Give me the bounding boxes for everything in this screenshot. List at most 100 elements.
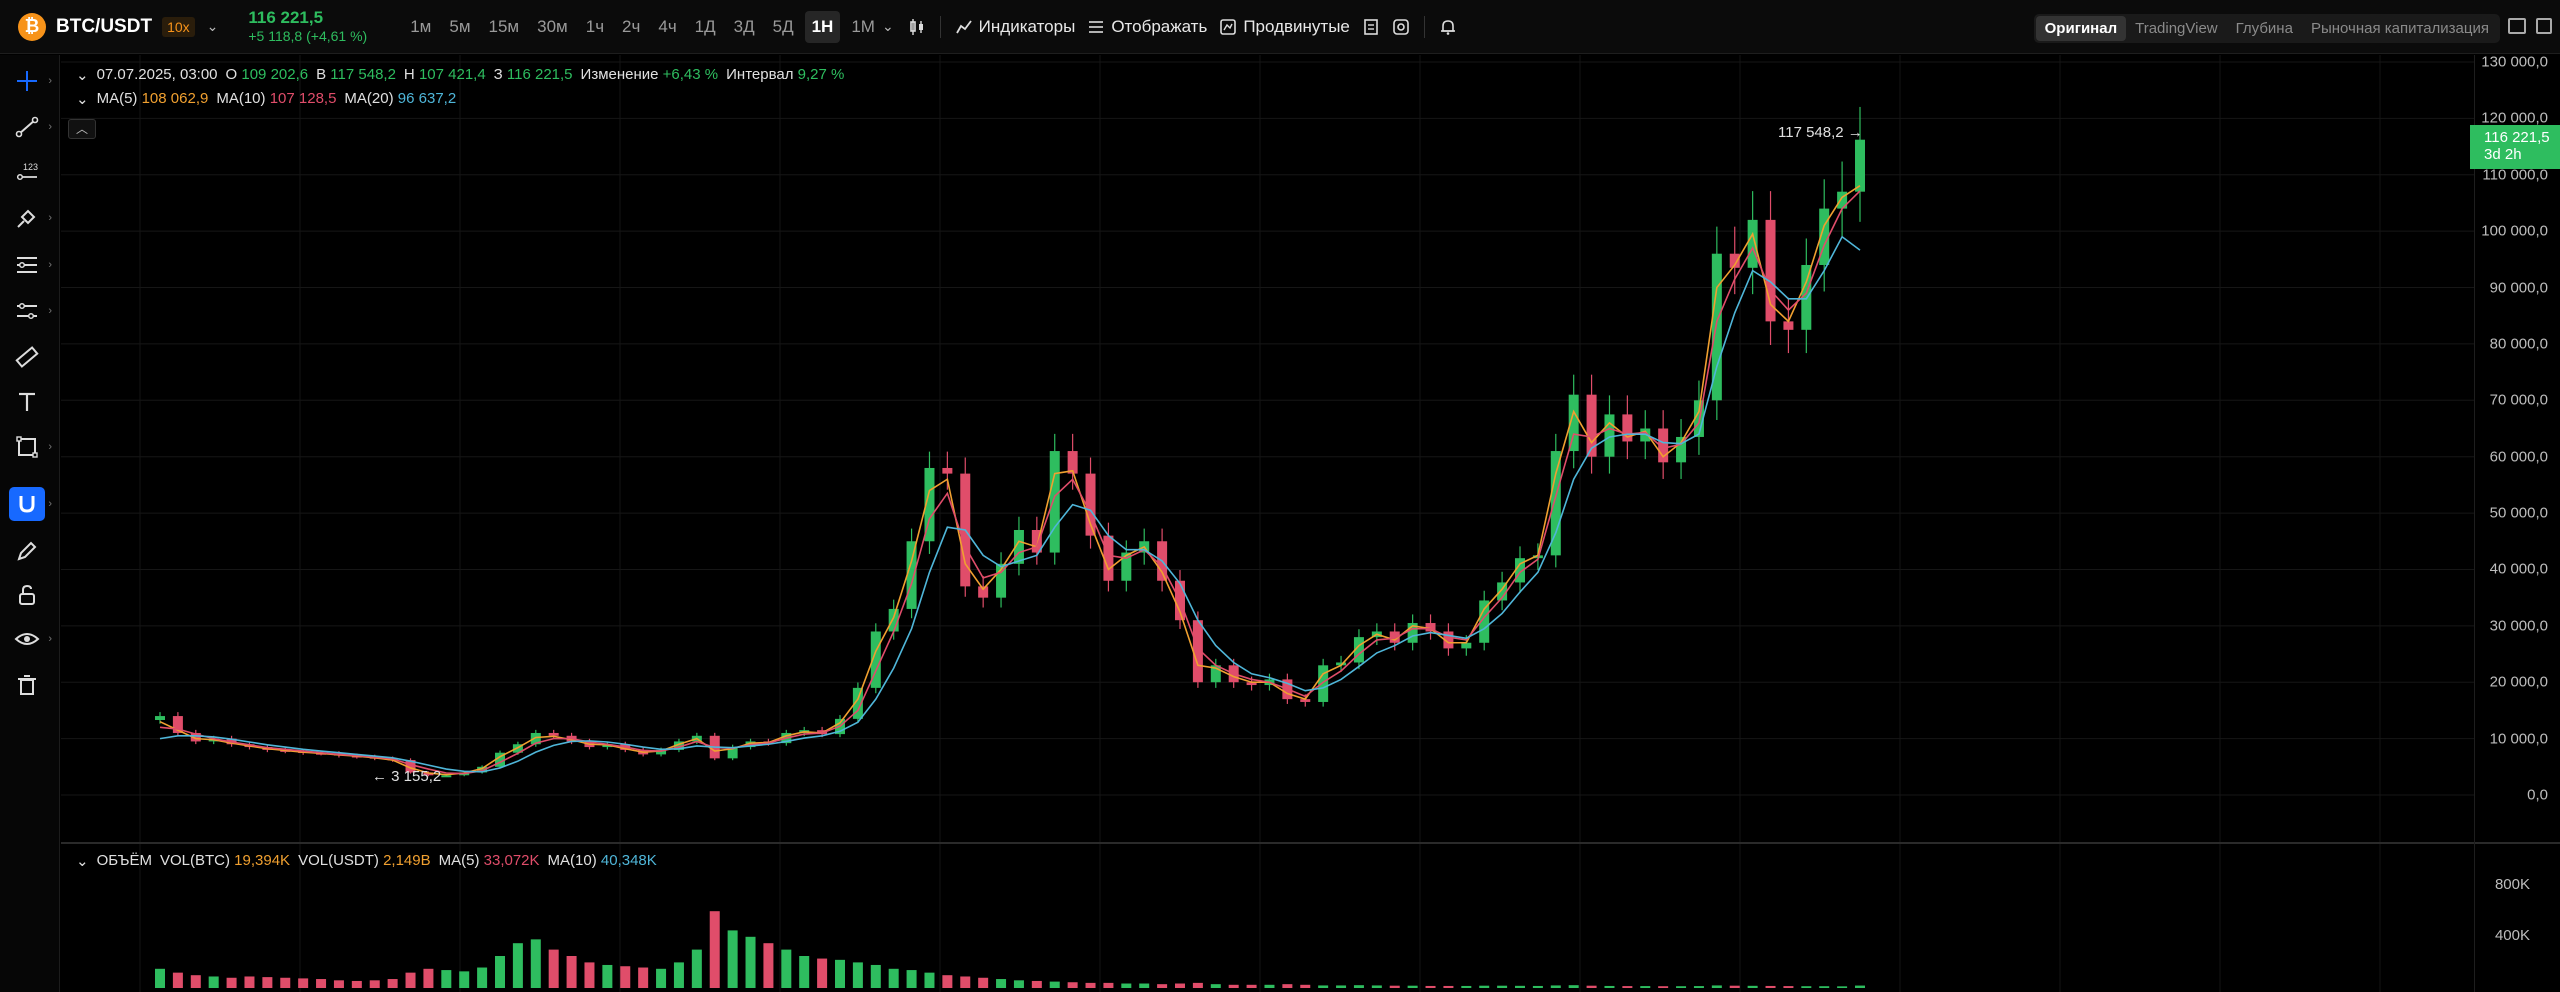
ruler-tool[interactable] bbox=[8, 339, 52, 375]
vol-ma10-label: MA(10) bbox=[547, 852, 597, 869]
volume-bar bbox=[638, 967, 649, 988]
volume-bar bbox=[1085, 982, 1096, 988]
legend-chevron-icon[interactable]: ⌄ bbox=[76, 853, 89, 870]
crosshair-tool[interactable]: › bbox=[8, 63, 52, 99]
candle-countdown: 3d 2h bbox=[2484, 146, 2522, 163]
volume-bar bbox=[280, 977, 291, 988]
lock-tool[interactable] bbox=[8, 577, 52, 613]
interval-1[interactable]: 5м bbox=[449, 16, 471, 36]
chevron-right-icon[interactable]: › bbox=[48, 305, 52, 317]
candle-body bbox=[1067, 451, 1078, 474]
interval-8[interactable]: 3Д bbox=[733, 16, 755, 36]
chevron-right-icon[interactable]: › bbox=[48, 259, 52, 271]
interval-3[interactable]: 30м bbox=[537, 16, 568, 36]
candle-body bbox=[1353, 637, 1364, 663]
chevron-right-icon[interactable]: › bbox=[48, 498, 52, 510]
fullscreen-icon[interactable] bbox=[2508, 18, 2526, 34]
view-tab-2[interactable]: Глубина bbox=[2235, 20, 2293, 37]
brush-icon bbox=[17, 209, 36, 228]
volume-bar bbox=[1604, 985, 1615, 988]
shape-tool[interactable]: › bbox=[8, 429, 52, 465]
y-tick-label: 0,0 bbox=[2527, 786, 2548, 804]
interval-5[interactable]: 2ч bbox=[622, 16, 641, 36]
volume-bar bbox=[441, 970, 452, 988]
interval-6[interactable]: 4ч bbox=[658, 16, 677, 36]
y-tick-label: 70 000,0 bbox=[2489, 391, 2548, 409]
volume-bar bbox=[226, 977, 237, 988]
indicators-button[interactable]: Индикаторы bbox=[949, 13, 1082, 41]
symbol-selector[interactable]: ₿ BTC/USDT 10x ⌄ bbox=[18, 0, 218, 54]
candle-body bbox=[1300, 699, 1311, 702]
text-tool[interactable] bbox=[8, 384, 52, 420]
view-tab-1[interactable]: TradingView bbox=[2135, 20, 2218, 37]
close-value: 116 221,5 bbox=[506, 66, 573, 83]
visibility-tool[interactable]: › bbox=[8, 621, 52, 657]
candle-body bbox=[942, 467, 953, 474]
settings-button[interactable] bbox=[1386, 14, 1416, 40]
collapse-legend-button[interactable]: ︿ bbox=[68, 119, 96, 139]
volume-bar bbox=[1801, 986, 1812, 988]
volume-bar bbox=[709, 911, 720, 988]
volume-bar bbox=[978, 977, 989, 988]
pair-name[interactable]: BTC/USDT bbox=[56, 15, 153, 37]
chevron-down-icon[interactable]: ⌄ bbox=[206, 18, 219, 34]
chevron-right-icon[interactable]: › bbox=[48, 75, 52, 87]
volume-bar bbox=[1013, 980, 1024, 988]
brush-tool[interactable]: › bbox=[8, 200, 52, 236]
fibonacci-tool[interactable]: › bbox=[8, 247, 52, 283]
interval-11[interactable]: 1М bbox=[851, 16, 875, 36]
chevron-right-icon[interactable]: › bbox=[48, 633, 52, 645]
trendline-tool[interactable]: › bbox=[8, 109, 52, 145]
volume-bar bbox=[673, 962, 684, 988]
ma10-line bbox=[159, 190, 1861, 775]
interval-0[interactable]: 1м bbox=[410, 16, 432, 36]
legend-chevron-icon[interactable]: ⌄ bbox=[76, 67, 89, 84]
candle-body bbox=[1515, 558, 1525, 583]
window-icon[interactable] bbox=[2536, 18, 2552, 34]
display-button[interactable]: Отображать bbox=[1081, 13, 1213, 41]
volume-bar bbox=[172, 972, 183, 988]
chevron-right-icon[interactable]: › bbox=[48, 121, 52, 133]
edit-tool[interactable] bbox=[8, 533, 52, 569]
view-tab-3[interactable]: Рыночная капитализация bbox=[2310, 20, 2489, 37]
interval-2[interactable]: 15м bbox=[488, 16, 520, 36]
chevron-right-icon[interactable]: › bbox=[48, 212, 52, 224]
toolbar-divider bbox=[939, 15, 941, 38]
ma10-value: 107 128,5 bbox=[269, 90, 337, 107]
delete-tool[interactable] bbox=[8, 667, 52, 703]
advanced-label: Продвинутые bbox=[1243, 16, 1350, 36]
volume-bar bbox=[1622, 986, 1633, 988]
chevron-right-icon[interactable]: › bbox=[48, 441, 52, 453]
interval-10[interactable]: 1Н bbox=[804, 10, 841, 43]
pattern-tool[interactable]: › bbox=[8, 293, 52, 329]
vol-btc-value: 19,394K bbox=[234, 852, 291, 869]
candle-body bbox=[852, 687, 863, 719]
legend-chevron-icon[interactable]: ⌄ bbox=[76, 91, 89, 108]
volume-bar bbox=[1461, 985, 1472, 988]
view-tab-0[interactable]: Оригинал bbox=[2035, 16, 2127, 41]
chart-type-button[interactable] bbox=[902, 14, 932, 40]
candle-body bbox=[1586, 394, 1597, 457]
high-value: 117 548,2 bbox=[330, 66, 396, 83]
interval-7[interactable]: 1Д bbox=[694, 16, 716, 36]
candle-body bbox=[924, 467, 935, 542]
volume-bar bbox=[548, 949, 559, 988]
candle-body bbox=[423, 772, 434, 776]
y-tick-label: 80 000,0 bbox=[2489, 335, 2548, 353]
price-axis[interactable]: 130 000,0 120 000,0 110 000,0 100 000,0 90 0… bbox=[2474, 54, 2560, 992]
alert-button[interactable] bbox=[1433, 14, 1463, 40]
interval-selector: 1м 5м 15м 30м 1ч 2ч 4ч 1Д 3Д 5Д 1Н 1М bbox=[403, 10, 882, 43]
vol-usdt-label: VOL(USDT) bbox=[298, 852, 379, 869]
volume-bar bbox=[1711, 985, 1722, 988]
leverage-badge[interactable]: 10x bbox=[162, 16, 195, 37]
interval-9[interactable]: 5Д bbox=[772, 16, 794, 36]
volume-bar bbox=[1246, 984, 1257, 988]
price-label-tool[interactable]: 123 bbox=[8, 155, 52, 191]
interval-4[interactable]: 1ч bbox=[585, 16, 605, 36]
templates-button[interactable] bbox=[1356, 14, 1386, 40]
advanced-button[interactable]: Продвинутые bbox=[1213, 13, 1356, 41]
shape-icon bbox=[16, 436, 38, 458]
interval-more-chevron-icon[interactable]: ⌄ bbox=[881, 18, 894, 34]
magnet-tool[interactable]: › bbox=[8, 486, 52, 522]
